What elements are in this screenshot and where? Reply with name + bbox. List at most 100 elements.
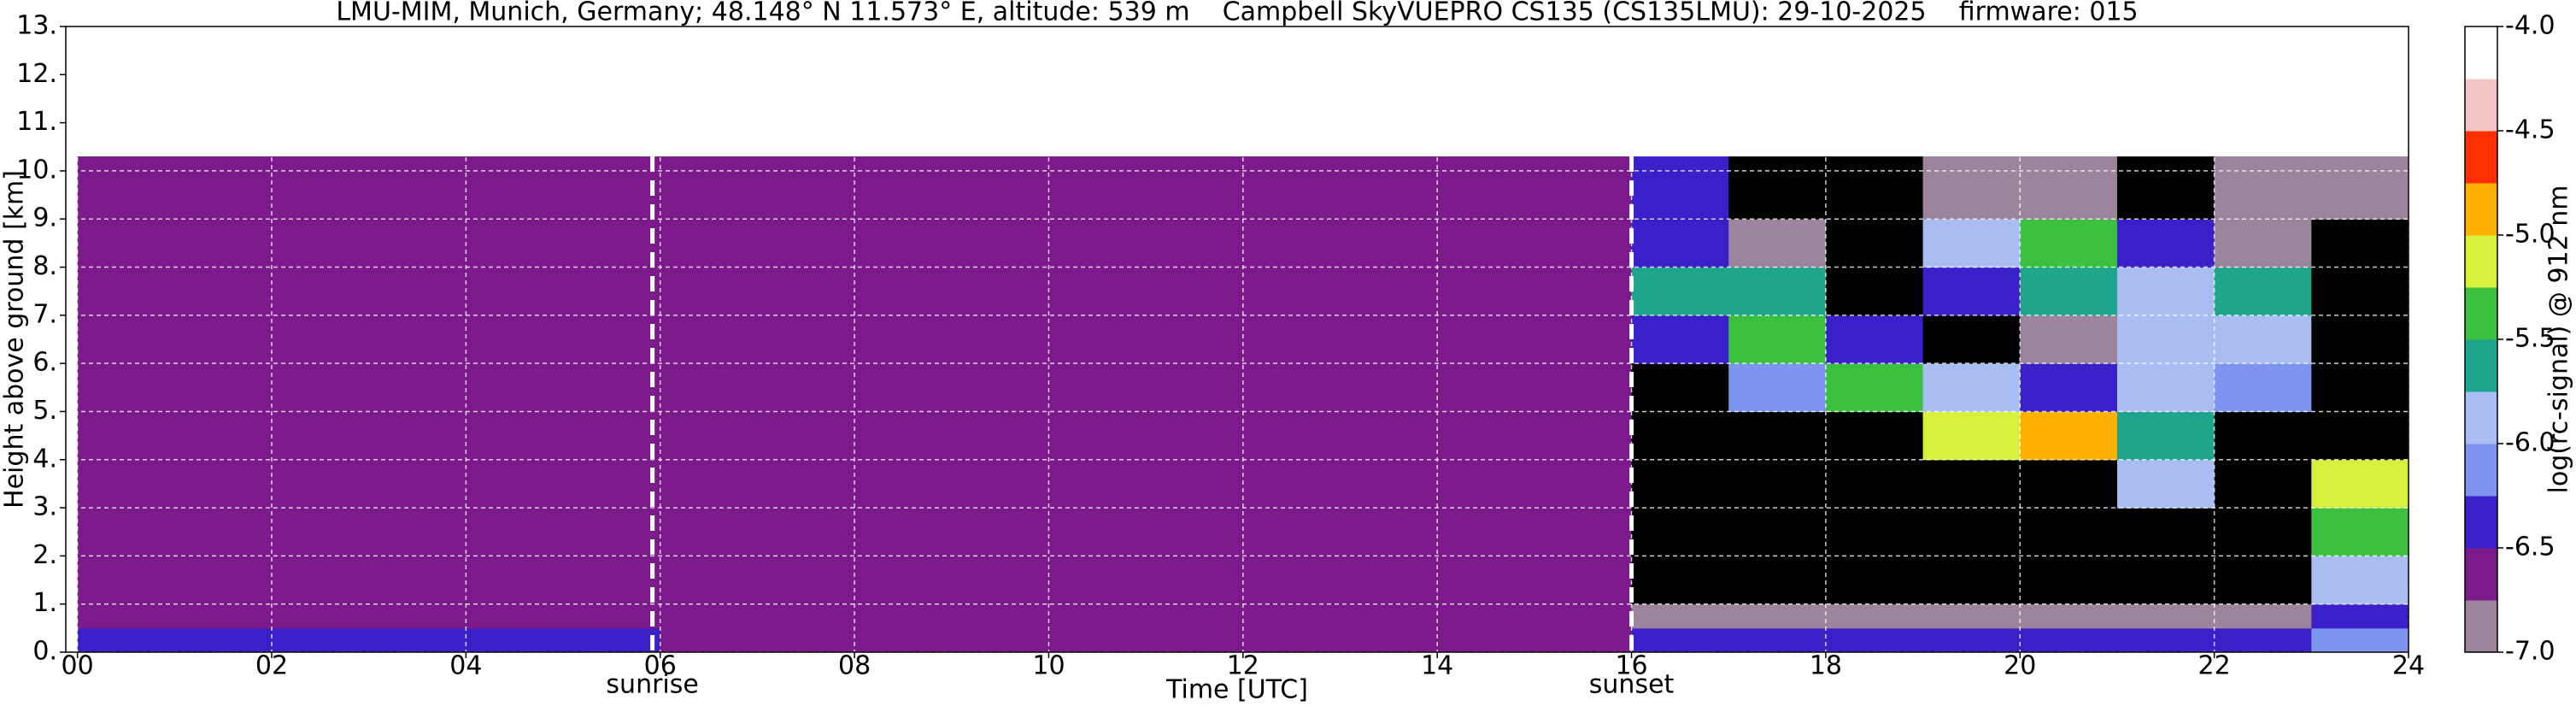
heatmap-cell: [1146, 556, 1244, 605]
heatmap-cell: [1146, 363, 1244, 412]
heatmap-cell: [174, 363, 273, 412]
heatmap-cell: [2214, 411, 2312, 461]
x-tick-label: 14: [1421, 651, 1453, 681]
x-tick-label: 08: [838, 651, 871, 681]
x-tick-label: 18: [1810, 651, 1842, 681]
heatmap-cell: [1242, 603, 1341, 629]
heatmap-cell: [2020, 315, 2118, 364]
heatmap-cell: [757, 603, 855, 629]
heatmap-cell: [2020, 411, 2118, 461]
heatmap-cell: [854, 411, 953, 461]
heatmap-cell: [77, 363, 175, 412]
heatmap-cell: [77, 156, 175, 220]
heatmap-cell: [1340, 411, 1438, 461]
heatmap-cell: [1922, 627, 2021, 653]
heatmap-cell: [272, 156, 370, 220]
heatmap-cell: [368, 627, 466, 653]
heatmap-cell: [563, 556, 661, 605]
heatmap-cell: [1534, 267, 1633, 316]
heatmap-cell: [2020, 627, 2118, 653]
heatmap-cell: [660, 459, 758, 509]
heatmap-cell: [2020, 219, 2118, 268]
x-tick-label: 10: [1032, 651, 1065, 681]
heatmap-cell: [2116, 315, 2215, 364]
heatmap-cell: [1242, 315, 1341, 364]
heatmap-cell: [1631, 315, 1729, 364]
heatmap-cell: [272, 411, 370, 461]
heatmap-cell: [368, 603, 466, 629]
heatmap-cell: [466, 219, 564, 268]
heatmap-cell: [757, 363, 855, 412]
heatmap-cell: [1437, 411, 1535, 461]
heatmap-cell: [757, 267, 855, 316]
heatmap-cell: [1631, 363, 1729, 412]
heatmap-cell: [466, 363, 564, 412]
heatmap-cell: [1340, 459, 1438, 509]
heatmap-cell: [2116, 459, 2215, 509]
x-axis-label: Time [UTC]: [1165, 675, 1308, 705]
heatmap-cell: [660, 267, 758, 316]
heatmap-cell: [854, 156, 953, 220]
heatmap-cell: [1340, 363, 1438, 412]
colorbar-tick-label: -5.5: [2505, 324, 2555, 354]
heatmap-cell: [1146, 411, 1244, 461]
heatmap-cell: [2214, 267, 2312, 316]
x-tick-label: 20: [2004, 651, 2036, 681]
heatmap-cell: [2214, 156, 2312, 220]
heatmap-cell: [466, 411, 564, 461]
colorbar-segment: [2465, 496, 2497, 549]
heatmap-cell: [2116, 411, 2215, 461]
y-tick-label: 9.: [32, 203, 57, 233]
heatmap-cell: [368, 363, 466, 412]
heatmap-cell: [1048, 627, 1147, 653]
heatmap-cell: [2020, 459, 2118, 509]
heatmap-cell: [368, 459, 466, 509]
heatmap-cell: [1340, 219, 1438, 268]
y-tick-label: 3.: [32, 492, 57, 522]
heatmap-cell: [951, 267, 1049, 316]
heatmap-cell: [1534, 508, 1633, 556]
heatmap-cell: [2116, 508, 2215, 556]
colorbar-segment: [2465, 131, 2497, 184]
heatmap-cell: [951, 556, 1049, 605]
x-tick-label: 06: [644, 651, 677, 681]
y-tick-label: 1.: [32, 588, 57, 618]
heatmap-cell: [2311, 627, 2409, 653]
heatmap-cell: [174, 627, 273, 653]
heatmap-cell: [368, 508, 466, 556]
heatmap-cell: [660, 411, 758, 461]
heatmap-cell: [2311, 411, 2409, 461]
heatmap-cell: [1728, 508, 1827, 556]
colorbar-segment: [2465, 548, 2497, 601]
heatmap-cell: [1825, 627, 1924, 653]
heatmap-cell: [1340, 156, 1438, 220]
heatmap-cell: [951, 508, 1049, 556]
y-tick-label: 4.: [32, 444, 57, 474]
heatmap-cell: [77, 603, 175, 629]
heatmap-cell: [1534, 603, 1633, 629]
heatmap-cell: [1437, 156, 1535, 220]
heatmap-cell: [1631, 459, 1729, 509]
heatmap-cell: [2214, 363, 2312, 412]
heatmap-cell: [757, 459, 855, 509]
heatmap-cell: [2116, 363, 2215, 412]
y-tick-label: 2.: [32, 540, 57, 570]
heatmap-cell: [563, 315, 661, 364]
heatmap-cell: [1728, 363, 1827, 412]
heatmap-cell: [660, 219, 758, 268]
y-tick-label: 10.: [16, 155, 57, 185]
y-tick-label: 11.: [16, 107, 57, 137]
heatmap-cell: [2311, 603, 2409, 629]
heatmap-cell: [2311, 219, 2409, 268]
heatmap-cell: [563, 156, 661, 220]
heatmap-cell: [2311, 459, 2409, 509]
heatmap-cell: [951, 603, 1049, 629]
heatmap-cell: [2116, 627, 2215, 653]
heatmap-cell: [174, 603, 273, 629]
heatmap-cell: [1631, 267, 1729, 316]
heatmap-cell: [1922, 603, 2021, 629]
x-tick-label: 02: [255, 651, 288, 681]
heatmap-cell: [1048, 219, 1147, 268]
heatmap-cell: [1242, 411, 1341, 461]
heatmap-cell: [2116, 603, 2215, 629]
